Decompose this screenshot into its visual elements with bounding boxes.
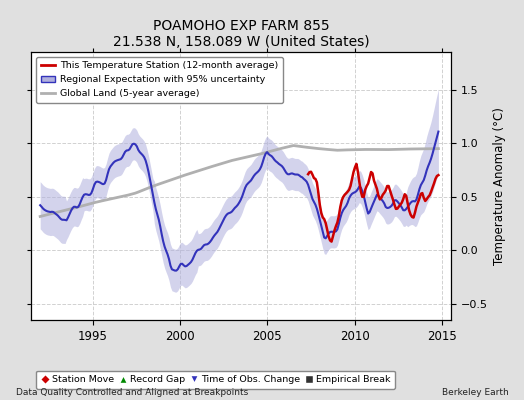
Legend: Station Move, Record Gap, Time of Obs. Change, Empirical Break: Station Move, Record Gap, Time of Obs. C… — [37, 370, 395, 389]
Text: Data Quality Controlled and Aligned at Breakpoints: Data Quality Controlled and Aligned at B… — [16, 388, 248, 397]
Text: Berkeley Earth: Berkeley Earth — [442, 388, 508, 397]
Y-axis label: Temperature Anomaly (°C): Temperature Anomaly (°C) — [493, 107, 506, 265]
Title: POAMOHO EXP FARM 855
21.538 N, 158.089 W (United States): POAMOHO EXP FARM 855 21.538 N, 158.089 W… — [113, 19, 369, 50]
